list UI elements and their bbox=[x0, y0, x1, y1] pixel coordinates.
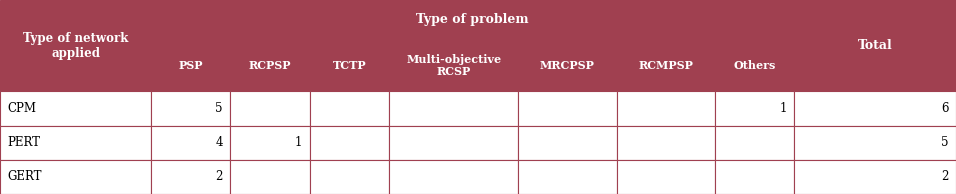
Bar bbox=[794, 126, 956, 160]
Bar bbox=[310, 126, 389, 160]
Text: 2: 2 bbox=[215, 170, 223, 184]
Bar bbox=[794, 91, 956, 126]
Text: Others: Others bbox=[733, 60, 776, 71]
Text: PERT: PERT bbox=[8, 136, 41, 149]
Bar bbox=[151, 160, 230, 194]
Bar bbox=[518, 126, 617, 160]
Bar bbox=[518, 91, 617, 126]
Text: Type of network
applied: Type of network applied bbox=[23, 32, 128, 60]
Text: 1: 1 bbox=[779, 102, 787, 115]
Text: 5: 5 bbox=[941, 136, 948, 149]
Bar bbox=[230, 40, 310, 91]
Text: 2: 2 bbox=[941, 170, 948, 184]
Bar bbox=[518, 40, 617, 91]
Bar bbox=[0, 126, 151, 160]
Text: 5: 5 bbox=[215, 102, 223, 115]
Bar bbox=[617, 40, 715, 91]
Bar bbox=[230, 160, 310, 194]
Text: RCPSP: RCPSP bbox=[249, 60, 292, 71]
Bar bbox=[389, 91, 518, 126]
Bar bbox=[715, 126, 794, 160]
Bar bbox=[794, 160, 956, 194]
Bar bbox=[617, 126, 715, 160]
Bar bbox=[230, 91, 310, 126]
Bar bbox=[151, 40, 230, 91]
Text: CPM: CPM bbox=[8, 102, 36, 115]
Text: GERT: GERT bbox=[8, 170, 42, 184]
Bar bbox=[794, 0, 956, 91]
Bar bbox=[310, 160, 389, 194]
Text: Multi-objective
RCSP: Multi-objective RCSP bbox=[406, 54, 501, 77]
Bar bbox=[230, 126, 310, 160]
Text: PSP: PSP bbox=[179, 60, 203, 71]
Bar bbox=[518, 160, 617, 194]
Text: 1: 1 bbox=[294, 136, 302, 149]
Text: 4: 4 bbox=[215, 136, 223, 149]
Bar bbox=[389, 126, 518, 160]
Bar bbox=[0, 91, 151, 126]
Bar bbox=[389, 40, 518, 91]
Bar bbox=[715, 160, 794, 194]
Bar bbox=[151, 126, 230, 160]
Text: MRCPSP: MRCPSP bbox=[540, 60, 595, 71]
Bar bbox=[617, 160, 715, 194]
Bar bbox=[0, 160, 151, 194]
Bar bbox=[310, 40, 389, 91]
Bar bbox=[715, 91, 794, 126]
Bar bbox=[0, 0, 151, 91]
Bar bbox=[151, 91, 230, 126]
Bar bbox=[310, 91, 389, 126]
Bar bbox=[617, 91, 715, 126]
Bar bbox=[151, 0, 794, 40]
Bar bbox=[715, 40, 794, 91]
Text: RCMPSP: RCMPSP bbox=[639, 60, 693, 71]
Text: Type of problem: Type of problem bbox=[417, 13, 529, 26]
Bar bbox=[389, 160, 518, 194]
Text: TCTP: TCTP bbox=[333, 60, 366, 71]
Text: Total: Total bbox=[858, 39, 893, 52]
Text: 6: 6 bbox=[941, 102, 948, 115]
